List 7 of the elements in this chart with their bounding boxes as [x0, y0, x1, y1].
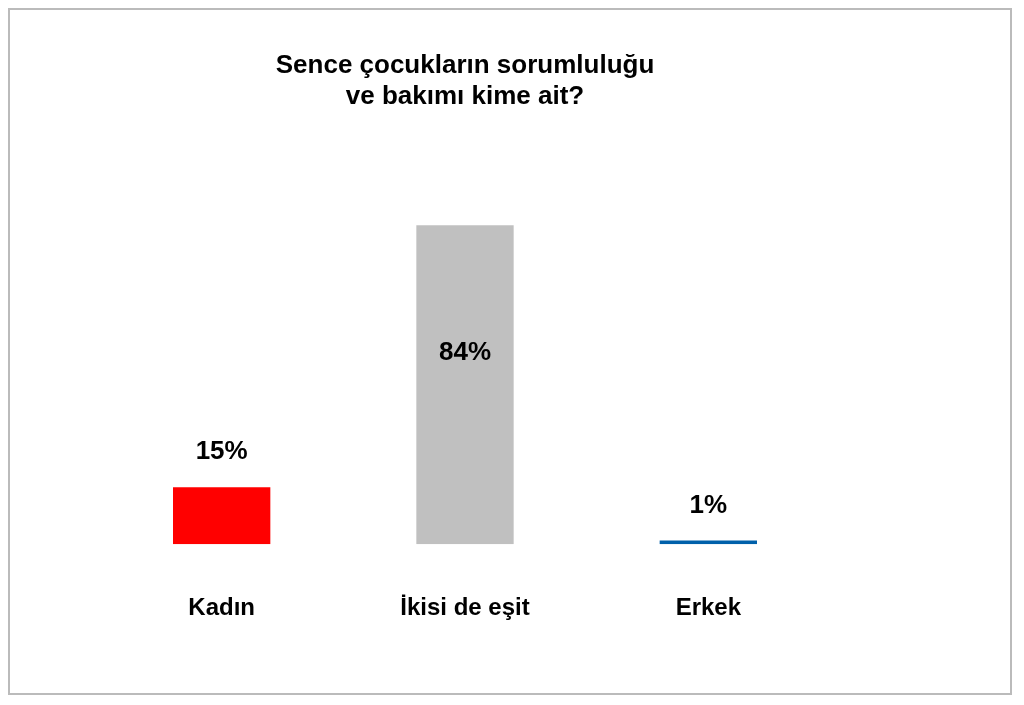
- x-tick-label: İkisi de eşit: [400, 593, 530, 621]
- x-tick-label: Kadın: [188, 593, 255, 621]
- data-label: 1%: [689, 488, 728, 519]
- data-label: 84%: [438, 335, 492, 366]
- x-tick-label: Erkek: [675, 593, 742, 621]
- data-label: 15%: [195, 435, 248, 466]
- chart-title: Sence çocukların sorumluluğu ve bakımı kime ait?: [275, 48, 655, 110]
